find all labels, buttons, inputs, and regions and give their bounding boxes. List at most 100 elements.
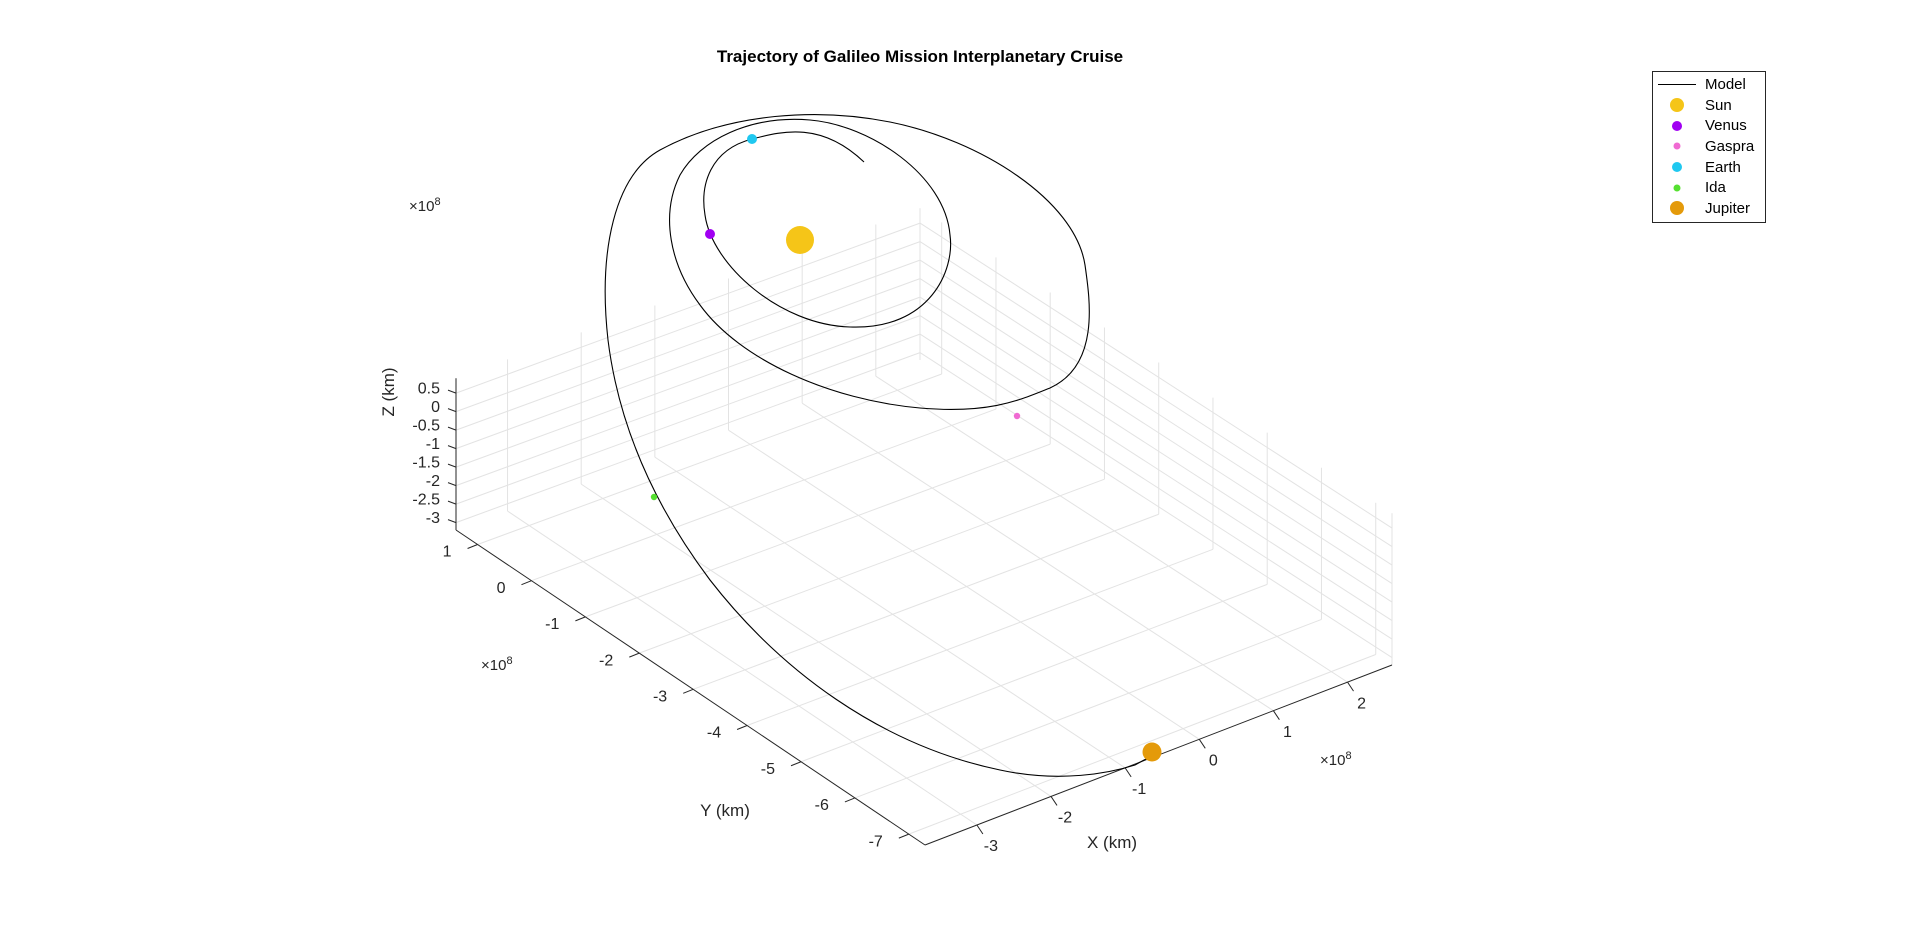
y-tick-label: -7 [869,833,883,850]
chart-title: Trajectory of Galileo Mission Interplane… [717,47,1123,66]
x-tick-mark [1124,767,1132,778]
side-wall-grid-z [919,222,1393,529]
back-wall-grid-z [455,315,921,487]
axis-layer [455,378,1393,846]
side-wall-grid-z [919,315,1393,622]
floor-grid-y [693,513,1159,690]
z-tick-mark [447,519,457,524]
back-wall-grid-z [455,278,921,450]
floor-grid-y [854,618,1322,799]
legend-swatch-venus [1653,119,1701,133]
celestial-bodies [650,134,1162,762]
y-tick-label: -1 [545,616,559,633]
legend-item-gaspra[interactable]: Gaspra [1653,136,1765,157]
legend-swatch-sun [1653,98,1701,113]
legend-item-ida[interactable]: Ida [1653,177,1765,198]
z-tick-label: -1.5 [412,454,440,471]
side-wall-grid-z [919,259,1393,566]
floor-grid-y [477,373,942,545]
floor-grid-y [531,408,997,582]
z-tick-label: 0.5 [418,380,440,397]
ida-marker [650,493,658,501]
z-tick-mark [447,445,457,450]
legend-item-earth[interactable]: Earth [1653,157,1765,178]
y-tick-label: -3 [653,689,667,706]
back-wall-grid-z [455,241,921,413]
y-tick-mark [844,797,856,803]
legend-label: Earth [1705,158,1741,176]
floor-grid-y [585,443,1051,618]
legend-item-venus[interactable]: Venus [1653,115,1765,136]
z-axis-label: Z (km) [379,367,398,416]
y-tick-mark [683,688,694,694]
grid-layer [455,208,1393,835]
z-tick-mark [447,426,457,431]
y-axis-label: Y (km) [700,801,750,820]
legend-swatch-earth [1653,160,1701,174]
legend-label: Model [1705,75,1746,93]
legend[interactable]: Model Sun Venus Gaspra Earth Ida Jupiter [1652,71,1766,223]
legend-swatch-jupiter [1653,201,1701,216]
z-tick-mark [447,389,457,394]
y-axis-line [455,529,926,846]
earth-marker [747,134,757,144]
side-wall-grid-z [919,352,1393,659]
model-trajectory-line [604,114,1156,777]
z-tick-label: -1 [426,436,440,453]
y-tick-mark [467,544,478,549]
legend-label: Ida [1705,179,1726,197]
z-tick-label: -0.5 [412,417,440,434]
back-wall-grid-z [455,259,921,431]
x-tick-label: -3 [984,838,998,855]
x-tick-mark [1272,710,1280,720]
z-tick-label: 0 [431,399,440,416]
y-tick-label: 0 [497,580,506,597]
floor-grid-y [746,548,1214,726]
legend-label: Gaspra [1705,137,1755,155]
legend-swatch-gaspra [1653,139,1701,153]
y-tick-mark [575,616,586,622]
legend-label: Sun [1705,96,1732,114]
x-tick-mark [1050,796,1058,806]
floor-grid-x [507,510,978,826]
legend-item-jupiter[interactable]: Jupiter [1653,198,1765,219]
x-tick-label: -1 [1132,781,1146,798]
legend-item-model[interactable]: Model [1653,74,1765,95]
back-wall-grid-z [455,333,921,505]
z-tick-mark [447,463,457,468]
z-exponent-label: ×108 [409,196,441,215]
floor-grid-x [875,375,1348,683]
x-axis-label: X (km) [1087,833,1137,852]
y-exponent-label: ×108 [481,655,513,674]
side-wall-grid-z [919,296,1393,603]
legend-swatch-model [1653,77,1701,91]
z-tick-label: -3 [426,510,440,527]
legend-swatch-ida [1653,181,1701,195]
venus-marker [705,229,715,239]
y-tick-label: -5 [761,761,775,778]
side-wall-grid-z [919,333,1393,640]
y-tick-mark [521,580,532,586]
y-tick-mark [790,761,802,767]
floor-grid-y [800,583,1268,763]
z-tick-label: -2.5 [412,491,440,508]
floor-grid-x [654,456,1126,769]
legend-item-sun[interactable]: Sun [1653,95,1765,116]
z-tick-mark [447,500,457,505]
z-tick-mark [447,482,457,487]
jupiter-marker [1142,742,1162,762]
floor-grid-x [580,483,1052,797]
y-tick-label: -2 [599,652,613,669]
x-tick-label: 2 [1357,695,1366,712]
sun-marker [786,226,814,254]
x-tick-mark [1198,739,1206,749]
legend-label: Jupiter [1705,199,1751,217]
y-tick-mark [736,725,748,730]
x-tick-mark [1347,681,1354,692]
x-tick-label: 0 [1209,753,1218,770]
z-tick-mark [447,408,457,413]
floor-grid-y [639,478,1105,654]
x-exponent-label: ×108 [1320,750,1352,769]
